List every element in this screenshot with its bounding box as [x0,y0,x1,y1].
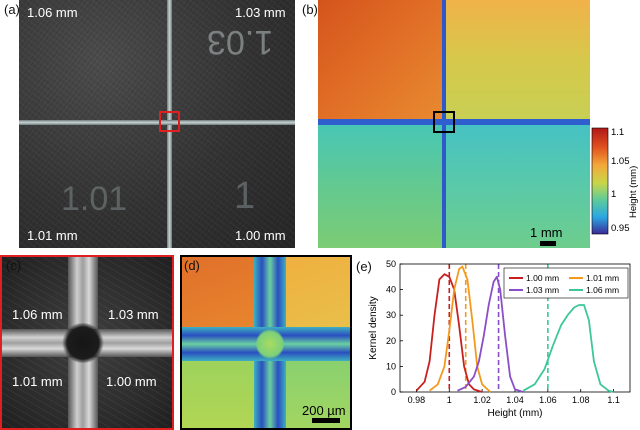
zoom-q-101 [182,357,258,428]
colorbar-tick: 1.1 [611,127,624,138]
zoom-hm-center [256,329,284,359]
y-tick-label: 0 [391,387,396,397]
label-101: 1.01 mm [27,228,78,243]
zoom-q-106 [182,257,258,331]
x-tick-label: 1 [447,395,452,405]
y-tick-label: 30 [386,310,396,320]
x-axis-label: Height (mm) [487,408,542,419]
engraved-1: 1 [234,175,256,217]
engraved-103: 1.03 [207,23,274,61]
heightmap-q-100 [446,125,590,248]
heightmap-q-106 [318,0,442,119]
zoom-q-100 [282,357,350,428]
colorbar-tick: 1 [611,189,616,200]
label-100: 1.00 mm [235,228,286,243]
panel-c-tag: (c) [6,258,22,273]
heightmap-q-103 [446,0,590,119]
density-curve [415,273,483,393]
panel-a-photo: 1.03 1.01 1 1.06 mm 1.03 mm 1.01 mm 1.00… [19,0,295,248]
x-tick-label: 1.1 [607,395,620,405]
label-106: 1.06 mm [27,5,78,20]
colorbar-label: Height (mm) [628,166,639,218]
panel-b-tag: (b) [302,2,318,17]
scalebar-b-label: 1 mm [530,225,563,240]
scalebar-d [312,418,340,423]
kernel-density-chart: 0.98 1 1.02 1.04 1.06 1.08 1.1 0 10 20 30 40 50 1.00… [368,259,631,419]
colorbar: 1.1 1.05 1 0.95 Height (mm) [591,127,639,235]
zoom-label-100: 1.00 mm [106,374,157,389]
heightmap-q-101 [318,125,442,248]
colorbar-tick: 1.05 [611,156,630,167]
scalebar-b [540,241,556,246]
engraved-101: 1.01 [61,180,128,218]
red-zoom-box [159,111,180,132]
zoom-center-pit [62,323,104,363]
x-tick-label: 1.08 [572,395,590,405]
density-curve [457,275,524,393]
y-tick-label: 10 [386,361,396,371]
y-tick-label: 20 [386,336,396,346]
y-tick-label: 40 [386,285,396,295]
zoom-q-103 [282,257,350,331]
black-zoom-box [433,111,455,133]
x-tick-label: 1.04 [506,395,524,405]
panel-d-tag: (d) [184,258,200,273]
scalebar-d-label: 200 µm [302,403,346,418]
x-tick-label: 1.06 [539,395,557,405]
y-tick-label: 50 [386,259,396,269]
zoom-label-101: 1.01 mm [12,374,63,389]
zoom-label-106: 1.06 mm [12,307,63,322]
density-curve [429,265,492,393]
legend-entry: 1.00 mm [526,273,559,283]
x-tick-label: 0.98 [408,395,426,405]
x-tick-label: 1.02 [473,395,491,405]
panel-d-zoom-heightmap: 200 µm [180,255,352,430]
colorbar-tick: 0.95 [611,223,630,234]
legend-entry: 1.01 mm [586,273,619,283]
panel-c-zoom-photo: 1.06 mm 1.03 mm 1.01 mm 1.00 mm [0,255,174,430]
legend-box [503,267,629,299]
legend-entry: 1.03 mm [526,285,559,295]
zoom-label-103: 1.03 mm [108,307,159,322]
panel-b-heightmap: 1 mm [318,0,590,248]
legend-entry: 1.06 mm [586,285,619,295]
density-curve [522,304,614,393]
label-103: 1.03 mm [235,5,286,20]
panel-a-tag: (a) [4,2,20,17]
y-axis-label: Kernel density [368,296,379,359]
groove-horizontal [19,120,295,125]
panel-e-tag: (e) [356,259,372,274]
